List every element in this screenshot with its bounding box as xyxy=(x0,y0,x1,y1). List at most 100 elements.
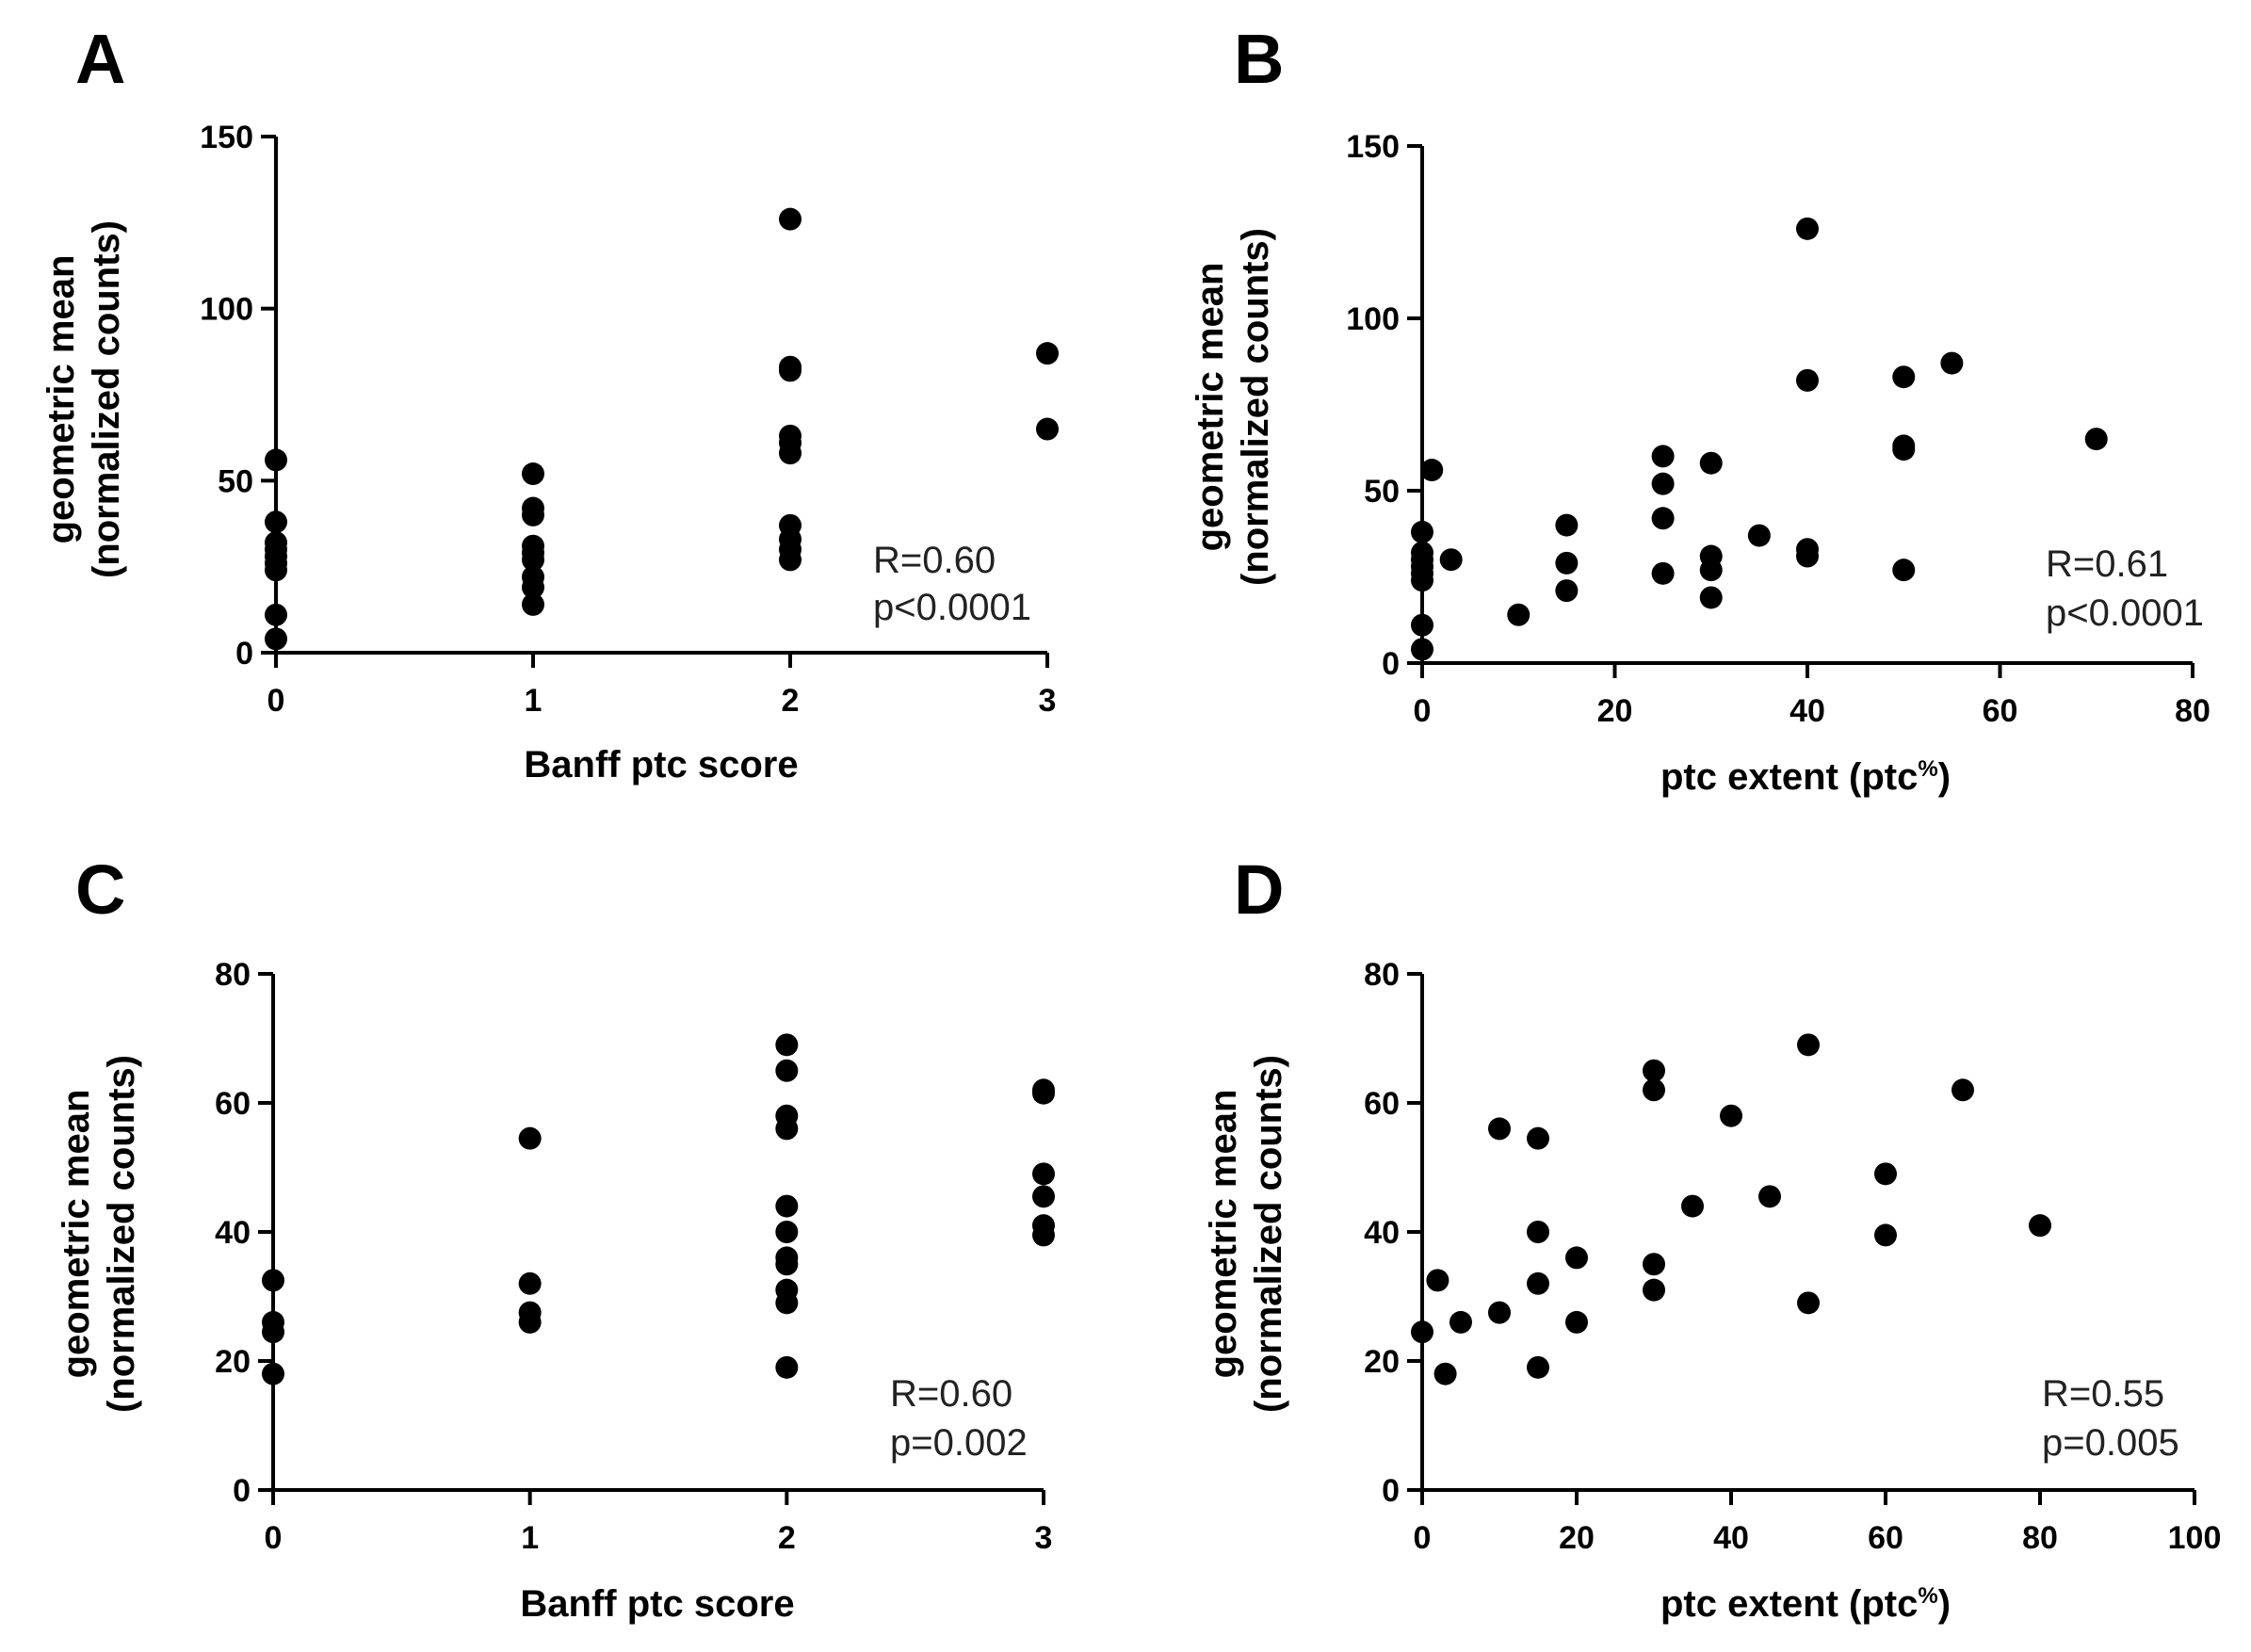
ticks-b: 0 50 100 150 0 20 40 60 80 xyxy=(1346,129,2211,729)
data-point-a xyxy=(522,548,544,572)
x-axis-label-b-sup: % xyxy=(1918,756,1937,782)
data-point-b xyxy=(1699,586,1723,609)
data-point-d xyxy=(2029,1214,2051,1238)
data-point-d xyxy=(1426,1269,1449,1292)
data-point-b xyxy=(1940,351,1964,375)
x-tick-label-c: 1 xyxy=(521,1520,539,1556)
data-point-c xyxy=(518,1126,542,1150)
stat-p-d: p=0.005 xyxy=(2042,1422,2179,1464)
data-point-b xyxy=(1555,579,1579,603)
data-point-d xyxy=(1565,1246,1588,1270)
y-axis-label-c-line1: geometric mean xyxy=(56,1090,97,1379)
panel-b: B 0 50 100 150 0 20 40 60 80 ptc extent (ptc%) g… xyxy=(1190,20,2211,798)
x-tick-label-b: 0 xyxy=(1414,693,1432,729)
y-tick-label-d: 20 xyxy=(1364,1344,1400,1380)
x-tick-label-a: 0 xyxy=(267,683,285,719)
y-tick-label-a: 100 xyxy=(200,292,253,328)
y-tick-label-b: 100 xyxy=(1346,301,1400,337)
y-axis-label-a-line2: (normalized counts) xyxy=(86,220,127,578)
points-c xyxy=(262,1033,1055,1385)
x-tick-label-d: 40 xyxy=(1713,1520,1749,1556)
stat-p-a: p<0.0001 xyxy=(873,587,1031,628)
data-point-c xyxy=(775,1253,799,1276)
y-axis-label-d-line2: (normalized counts) xyxy=(1248,1055,1289,1413)
data-point-d xyxy=(1527,1126,1549,1150)
data-point-d xyxy=(1527,1355,1549,1379)
data-point-c xyxy=(775,1291,799,1315)
stat-p-c: p=0.002 xyxy=(890,1422,1028,1464)
data-point-b xyxy=(1555,513,1579,537)
x-tick-label-a: 3 xyxy=(1039,683,1057,719)
x-axis-label-b: ptc extent (ptc%) xyxy=(1660,756,1951,798)
points-b xyxy=(1411,217,2108,661)
data-point-d xyxy=(1643,1253,1665,1276)
data-point-b xyxy=(1507,603,1530,626)
x-tick-label-d: 100 xyxy=(2168,1520,2222,1556)
y-tick-label-c: 60 xyxy=(215,1086,251,1122)
y-axis-label-b-line2: (normalized counts) xyxy=(1235,228,1276,586)
data-point-a xyxy=(1036,417,1059,441)
y-tick-label-c: 0 xyxy=(233,1473,251,1509)
x-tick-label-d: 20 xyxy=(1559,1520,1595,1556)
data-point-a xyxy=(522,462,544,486)
y-tick-label-b: 150 xyxy=(1346,129,1400,165)
x-axis-label-d-main: ptc extent (ptc xyxy=(1660,1583,1918,1625)
data-point-b xyxy=(1796,544,1819,568)
y-tick-label-b: 50 xyxy=(1364,474,1400,510)
y-axis-label-d-line1: geometric mean xyxy=(1203,1090,1244,1379)
x-axis-label-b-end: ) xyxy=(1938,756,1951,798)
stat-r-b: R=0.61 xyxy=(2046,543,2168,585)
y-tick-label-a: 0 xyxy=(235,636,253,672)
data-point-b xyxy=(1651,472,1675,495)
x-tick-label-b: 80 xyxy=(2175,693,2211,729)
data-point-b xyxy=(1796,217,1819,240)
data-point-d xyxy=(1527,1221,1549,1243)
data-point-c xyxy=(775,1033,799,1057)
x-axis-label-c: Banff ptc score xyxy=(520,1583,794,1625)
data-point-c xyxy=(775,1059,799,1082)
y-tick-label-d: 0 xyxy=(1382,1473,1400,1509)
y-tick-label-b: 0 xyxy=(1382,646,1400,682)
data-point-c xyxy=(775,1117,799,1141)
data-point-d xyxy=(1565,1310,1588,1334)
y-axis-label-b-line1: geometric mean xyxy=(1190,263,1231,552)
data-point-b xyxy=(1420,459,1444,482)
panel-letter-a: A xyxy=(75,20,125,98)
data-point-b xyxy=(1699,451,1723,475)
data-point-d xyxy=(1433,1362,1457,1385)
data-point-b xyxy=(1892,438,1916,462)
data-point-d xyxy=(1720,1104,1742,1127)
points-a xyxy=(265,207,1059,651)
data-point-b xyxy=(1651,561,1675,585)
x-tick-label-d: 0 xyxy=(1414,1520,1432,1556)
data-point-d xyxy=(1449,1310,1472,1334)
x-tick-label-b: 40 xyxy=(1789,693,1825,729)
y-tick-label-d: 40 xyxy=(1364,1215,1400,1251)
x-tick-label-c: 0 xyxy=(265,1520,283,1556)
y-axis-label-b: geometric mean (normalized counts) xyxy=(1190,228,1276,586)
x-tick-label-b: 20 xyxy=(1597,693,1633,729)
data-point-b xyxy=(1892,559,1916,582)
data-point-d xyxy=(1681,1194,1704,1218)
data-point-b xyxy=(1651,445,1675,468)
y-tick-label-c: 20 xyxy=(215,1344,251,1380)
y-tick-label-d: 80 xyxy=(1364,957,1400,993)
ticks-c: 0 20 40 60 80 0 1 2 3 xyxy=(215,957,1052,1556)
data-point-c xyxy=(1032,1185,1055,1208)
data-point-a xyxy=(522,503,544,526)
data-point-d xyxy=(1874,1223,1897,1247)
panel-letter-d: D xyxy=(1234,850,1284,929)
data-point-d xyxy=(1527,1271,1549,1295)
data-point-d xyxy=(1488,1117,1511,1141)
data-point-d xyxy=(1797,1033,1820,1057)
data-point-c xyxy=(1032,1081,1055,1105)
x-tick-label-d: 80 xyxy=(2022,1520,2058,1556)
stat-r-d: R=0.55 xyxy=(2042,1373,2164,1415)
data-point-b xyxy=(1651,507,1675,530)
stat-p-b: p<0.0001 xyxy=(2046,592,2204,634)
data-point-a xyxy=(779,548,802,572)
data-point-c xyxy=(775,1194,799,1218)
ticks-a: 0 50 100 150 0 1 2 3 xyxy=(200,120,1056,719)
data-point-d xyxy=(1643,1278,1665,1302)
